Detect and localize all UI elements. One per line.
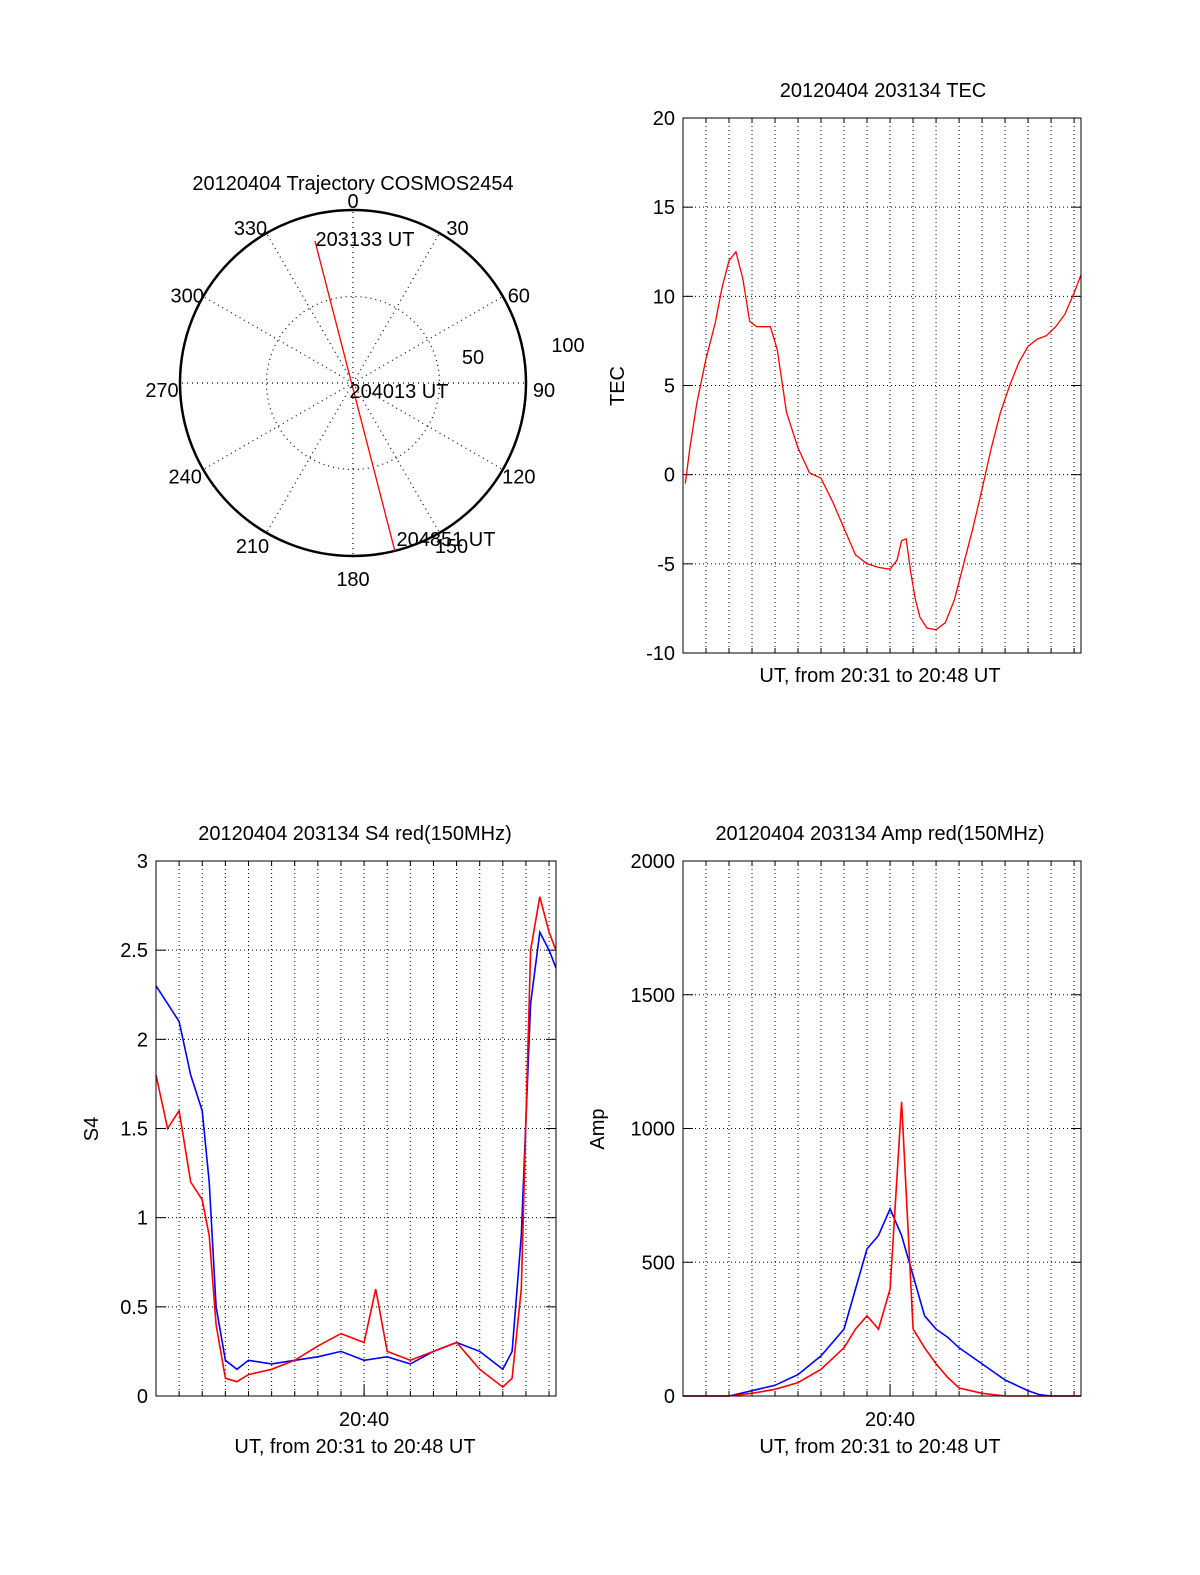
polar-point-label: 204013 UT <box>350 381 449 403</box>
amp-ylabel: Amp <box>587 1108 609 1149</box>
tec-title: 20120404 203134 TEC <box>780 80 986 102</box>
tec-ytick-label: 0 <box>664 465 675 487</box>
polar-radius-label: 50 <box>462 347 484 369</box>
polar-azimuth-label: 300 <box>170 286 203 308</box>
s4-xlabel: UT, from 20:31 to 20:48 UT <box>234 1436 475 1458</box>
tec-frame <box>682 117 1082 654</box>
tec-panel: 20120404 203134 TEC UT, from 20:31 to 20… <box>607 80 1082 687</box>
amp-ytick-label: 0 <box>664 1386 675 1408</box>
amp-ytick-label: 2000 <box>631 851 676 873</box>
polar-azimuth-label: 30 <box>446 218 468 240</box>
tec-ylabel: TEC <box>607 366 629 406</box>
tec-ytick-label: 15 <box>653 197 675 219</box>
amp-xtick-label: 20:40 <box>865 1409 915 1431</box>
polar-inner-circle <box>265 295 441 471</box>
s4-ytick-label: 0 <box>137 1386 148 1408</box>
polar-azimuth-label: 270 <box>145 380 178 402</box>
s4-panel: 20120404 203134 S4 red(150MHz) UT, from … <box>81 823 557 1458</box>
polar-azimuth-label: 60 <box>508 286 530 308</box>
polar-spoke <box>202 382 354 471</box>
amp-ytick-label: 500 <box>642 1252 675 1274</box>
polar-trajectory-panel: 20120404 Trajectory COSMOS2454 0 30 60 90 12… <box>145 173 584 591</box>
s4-series-0 <box>155 929 557 1371</box>
amp-title: 20120404 203134 Amp red(150MHz) <box>715 823 1044 845</box>
amp-xlabel: UT, from 20:31 to 20:48 UT <box>759 1436 1000 1458</box>
polar-azimuth-label: 120 <box>502 467 535 489</box>
polar-azimuth-label: 150 <box>435 536 468 558</box>
polar-spoke <box>352 295 504 384</box>
s4-ytick-label: 2.5 <box>120 940 148 962</box>
tec-series-0 <box>684 250 1082 631</box>
s4-ytick-label: 3 <box>137 851 148 873</box>
polar-spoke <box>265 232 354 384</box>
amp-frame <box>682 860 1082 1397</box>
polar-azimuth-label: 180 <box>336 569 369 591</box>
s4-xtick-label: 20:40 <box>339 1409 389 1431</box>
s4-ytick-label: 1.5 <box>120 1119 148 1141</box>
s4-series-1 <box>155 896 557 1389</box>
tec-ytick-label: -10 <box>646 643 675 665</box>
s4-ytick-label: 0.5 <box>120 1297 148 1319</box>
polar-outer-circle <box>178 208 528 558</box>
s4-ytick-label: 2 <box>137 1029 148 1051</box>
polar-point-label: 203133 UT <box>316 229 415 251</box>
amp-panel: 20120404 203134 Amp red(150MHz) UT, from… <box>587 823 1082 1458</box>
polar-azimuth-label: 210 <box>236 536 269 558</box>
tec-ytick-label: 20 <box>653 108 675 130</box>
s4-title: 20120404 203134 S4 red(150MHz) <box>198 823 512 845</box>
polar-radius-label: 100 <box>551 335 584 357</box>
amp-series-0 <box>683 1206 1081 1397</box>
tec-xlabel: UT, from 20:31 to 20:48 UT <box>759 665 1000 687</box>
polar-title: 20120404 Trajectory COSMOS2454 <box>192 173 513 195</box>
polar-azimuth-label: 330 <box>234 218 267 240</box>
polar-trajectory-line <box>314 240 396 552</box>
amp-series-1 <box>683 1101 1081 1397</box>
polar-spoke <box>352 232 441 384</box>
tec-ytick-label: -5 <box>657 554 675 576</box>
polar-point-label: 204851 UT <box>397 529 496 551</box>
polar-azimuth-label: 90 <box>533 380 555 402</box>
tec-ytick-label: 5 <box>664 376 675 398</box>
s4-ytick-label: 1 <box>137 1208 148 1230</box>
s4-ylabel: S4 <box>81 1117 103 1141</box>
polar-azimuth-label: 240 <box>168 467 201 489</box>
amp-ytick-label: 1500 <box>631 985 676 1007</box>
polar-azimuth-label: 0 <box>347 191 358 213</box>
tec-ytick-label: 10 <box>653 286 675 308</box>
polar-spoke <box>202 295 354 384</box>
s4-frame <box>155 860 557 1397</box>
amp-ytick-label: 1000 <box>631 1119 676 1141</box>
